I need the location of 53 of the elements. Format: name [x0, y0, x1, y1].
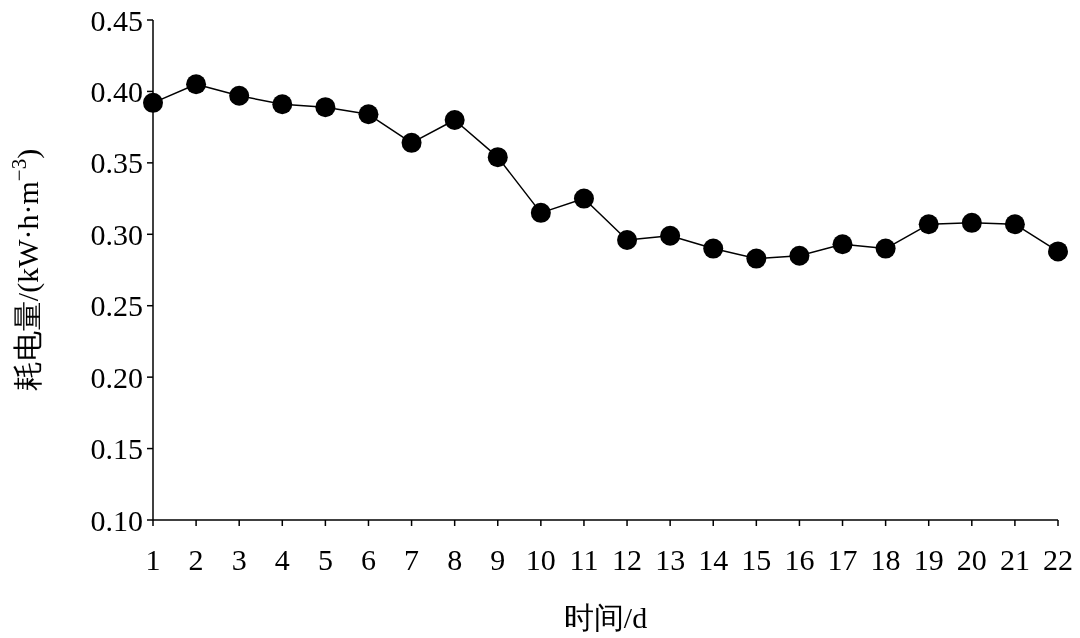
- x-tick-label: 16: [784, 543, 815, 576]
- x-axis-title: 时间/d: [563, 601, 648, 634]
- point: [229, 85, 250, 106]
- x-tick-label: 13: [655, 543, 686, 576]
- x-tick-label: 11: [569, 543, 599, 576]
- point: [401, 132, 422, 153]
- y-tick-label: 0.20: [90, 360, 143, 394]
- y-tick-label: 0.40: [90, 74, 143, 108]
- point: [186, 74, 207, 95]
- x-tick-label: 9: [490, 543, 506, 576]
- x-tick-label: 15: [741, 543, 772, 576]
- x-tick-label: 6: [360, 543, 376, 576]
- y-tick-label: 0.25: [90, 289, 143, 323]
- x-tick-label: 4: [274, 543, 290, 576]
- point: [660, 225, 681, 246]
- point: [487, 147, 508, 168]
- x-tick-label: 21: [999, 543, 1030, 576]
- y-tick-label: 0.30: [90, 217, 143, 251]
- x-tick-label: 5: [317, 543, 333, 576]
- x-tick-label: 19: [913, 543, 944, 576]
- point: [573, 188, 594, 209]
- point: [918, 214, 939, 235]
- x-tick-label: 17: [827, 543, 858, 576]
- point: [746, 248, 767, 269]
- x-tick-label: 1: [145, 543, 161, 576]
- y-tick-label: 0.45: [90, 3, 143, 37]
- point: [617, 230, 638, 250]
- point: [444, 110, 465, 130]
- x-tick-label: 8: [447, 543, 463, 576]
- y-tick-label: 0.35: [90, 146, 143, 180]
- x-tick-label: 2: [188, 543, 204, 576]
- point: [315, 97, 336, 118]
- point: [530, 202, 551, 223]
- y-tick-label: 0.10: [90, 503, 143, 537]
- y-tick-label: 0.15: [90, 432, 143, 466]
- point: [832, 234, 853, 255]
- x-tick-label: 3: [231, 543, 247, 576]
- point: [875, 238, 896, 259]
- x-tick-label: 14: [698, 543, 729, 576]
- x-tick-label: 12: [612, 543, 643, 576]
- point: [358, 104, 379, 125]
- x-tick-label: 18: [870, 543, 901, 576]
- x-tick-label: 20: [956, 543, 987, 576]
- point: [1048, 241, 1068, 262]
- point: [143, 92, 163, 113]
- point: [703, 238, 724, 259]
- point: [1004, 214, 1025, 235]
- x-tick-label: 7: [404, 543, 420, 576]
- point: [272, 94, 293, 115]
- point: [961, 212, 982, 233]
- point: [789, 245, 810, 266]
- x-tick-label: 22: [1043, 543, 1073, 576]
- x-tick-label: 10: [525, 543, 556, 576]
